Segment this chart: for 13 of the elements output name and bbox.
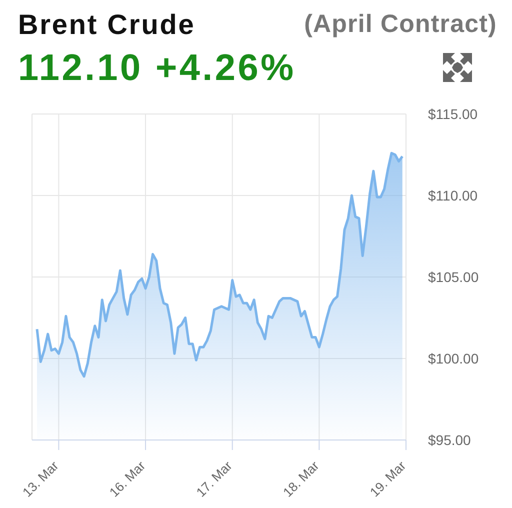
x-tick-label: 17. Mar xyxy=(193,458,236,500)
x-tick-label: 16. Mar xyxy=(106,458,149,500)
y-tick-label: $115.00 xyxy=(428,106,478,122)
y-tick-label: $105.00 xyxy=(428,268,479,285)
y-tick-label: $110.00 xyxy=(428,187,478,204)
chart-title: Brent Crude xyxy=(18,9,196,40)
y-tick-label: $95.00 xyxy=(428,432,472,448)
x-tick-label: 13. Mar xyxy=(20,458,62,500)
x-tick-label: 18. Mar xyxy=(280,458,322,500)
y-tick-label: $100.00 xyxy=(428,350,479,366)
chart-subtitle: (April Contract) xyxy=(304,10,497,38)
x-tick-label: 19. Mar xyxy=(366,458,410,500)
text: 112.10 +4.26% xyxy=(18,47,296,88)
